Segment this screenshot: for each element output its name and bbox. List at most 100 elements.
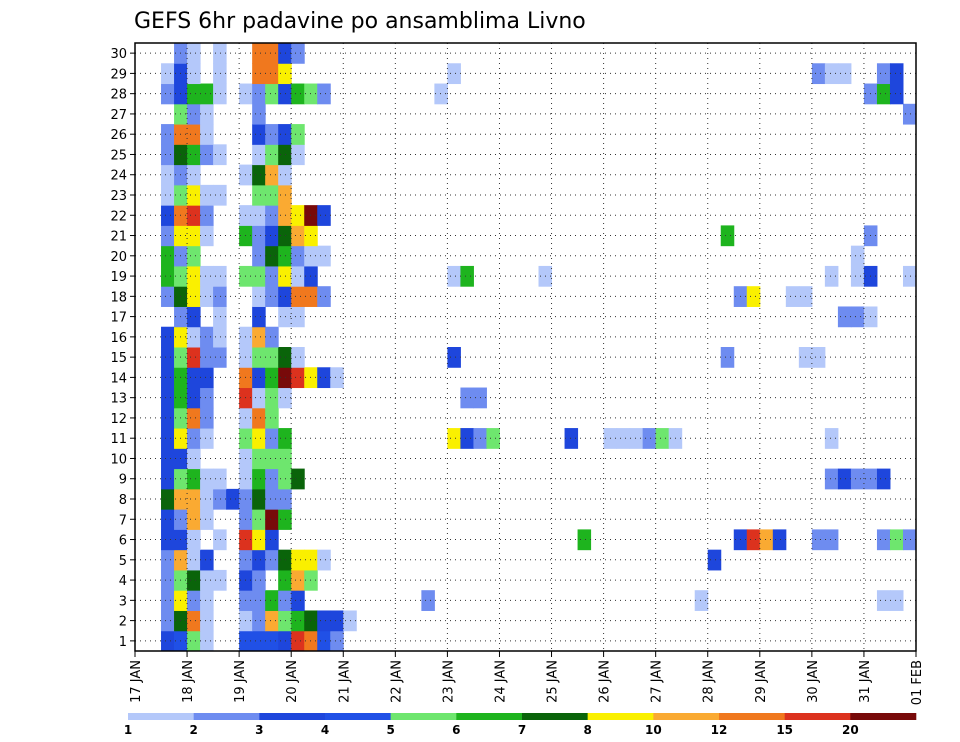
heatmap-cell [265, 164, 279, 186]
heatmap-cell [278, 286, 292, 307]
heatmap-cell [291, 610, 305, 632]
heatmap-cell [213, 306, 227, 328]
heatmap-cell [746, 529, 761, 551]
heatmap-cell [265, 63, 279, 85]
heatmap-cell [187, 225, 201, 247]
heatmap-cell [629, 428, 644, 449]
heatmap-cell [291, 347, 305, 368]
heatmap-cell [213, 468, 227, 490]
grid-lines [135, 43, 916, 651]
heatmap-cell [278, 610, 292, 632]
heatmap-cell [265, 448, 279, 470]
heatmap-cell [317, 286, 331, 307]
heatmap-cell [252, 205, 266, 226]
y-tick-label: 8 [119, 493, 127, 508]
heatmap-cell [876, 590, 891, 611]
y-tick-label: 25 [110, 148, 127, 163]
heatmap-cell [252, 509, 266, 530]
heatmap-cell [265, 529, 279, 551]
heatmap-cell [291, 569, 305, 591]
heatmap-cell [265, 225, 279, 247]
heatmap-cell [213, 144, 227, 166]
heatmap-cell [278, 387, 292, 409]
heatmap-cell [161, 468, 175, 490]
heatmap-cell [278, 205, 292, 226]
y-tick-label: 12 [110, 412, 127, 427]
heatmap-cell [720, 225, 735, 247]
heatmap-cell [759, 529, 774, 551]
y-tick-label: 30 [110, 47, 127, 62]
heatmap-cell [824, 468, 839, 490]
heatmap-cell [278, 549, 292, 571]
y-tick-label: 13 [110, 392, 127, 407]
heatmap-cell [876, 83, 891, 105]
colorbar-label: 15 [776, 723, 793, 737]
heatmap-cell [252, 448, 266, 470]
heatmap-cell [200, 83, 214, 105]
heatmap-cell [876, 468, 891, 490]
heatmap-cell [447, 428, 461, 449]
heatmap-cell [252, 306, 266, 328]
heatmap-cell [187, 286, 201, 307]
colorbar-swatch [522, 713, 588, 720]
heatmap-cell [252, 245, 266, 267]
heatmap-cell [811, 63, 826, 85]
heatmap-cell [278, 590, 292, 611]
heatmap-cell [187, 63, 201, 85]
x-tick-label: 01 FEB [910, 660, 925, 705]
heatmap-cell [187, 529, 201, 551]
colorbar-swatch [390, 713, 457, 720]
heatmap-cell [291, 468, 305, 490]
heatmap-cell [213, 184, 227, 206]
heatmap-cell [278, 448, 292, 470]
heatmap-cell [161, 63, 175, 85]
heatmap-cell [278, 488, 292, 510]
heatmap-cell [187, 428, 201, 449]
heatmap-cell [291, 590, 305, 611]
x-tick-label: 29 JAN [754, 660, 769, 703]
y-tick-label: 3 [119, 594, 127, 609]
colorbar-label: 8 [583, 723, 591, 737]
heatmap-cell [252, 103, 266, 125]
heatmap-cell [187, 590, 201, 611]
heatmap-cell [252, 630, 266, 652]
heatmap-cell [213, 83, 227, 105]
heatmap-cell [187, 184, 201, 206]
heatmap-cell [187, 509, 201, 530]
heatmap-cell [213, 326, 227, 348]
heatmap-cell [187, 103, 201, 125]
heatmap-cell [291, 225, 305, 247]
heatmap-cell [213, 529, 227, 551]
heatmap-cell [850, 245, 865, 267]
heatmap-cell [278, 509, 292, 530]
heatmap-cell [161, 387, 175, 409]
y-tick-label: 15 [110, 351, 127, 366]
heatmap-cell [187, 468, 201, 490]
heatmap-cell [902, 529, 917, 551]
heatmap-cell [252, 144, 266, 166]
colorbar-label: 2 [189, 723, 197, 737]
heatmap-cell [200, 590, 214, 611]
heatmap-cell [161, 286, 175, 307]
heatmap-cell [161, 610, 175, 632]
y-tick-label: 6 [119, 534, 127, 549]
heatmap-cell [278, 225, 292, 247]
heatmap-cell [187, 164, 201, 186]
x-tick-label: 31 JAN [858, 660, 873, 703]
heatmap-cell [200, 144, 214, 166]
y-tick-label: 10 [110, 452, 127, 467]
heatmap-cell [278, 569, 292, 591]
y-tick-label: 14 [110, 371, 127, 386]
heatmap-cell [161, 265, 175, 287]
heatmap-cell [161, 428, 175, 449]
heatmap-cell [447, 63, 461, 85]
heatmap-cell [291, 205, 305, 226]
heatmap-cell [265, 265, 279, 287]
colorbar-label: 12 [711, 723, 728, 737]
heatmap-cell [785, 286, 800, 307]
heatmap-cell [252, 407, 266, 429]
heatmap-cell [200, 387, 214, 409]
heatmap-cell [161, 184, 175, 206]
heatmap-cell [252, 549, 266, 571]
plot-frame [134, 42, 917, 652]
